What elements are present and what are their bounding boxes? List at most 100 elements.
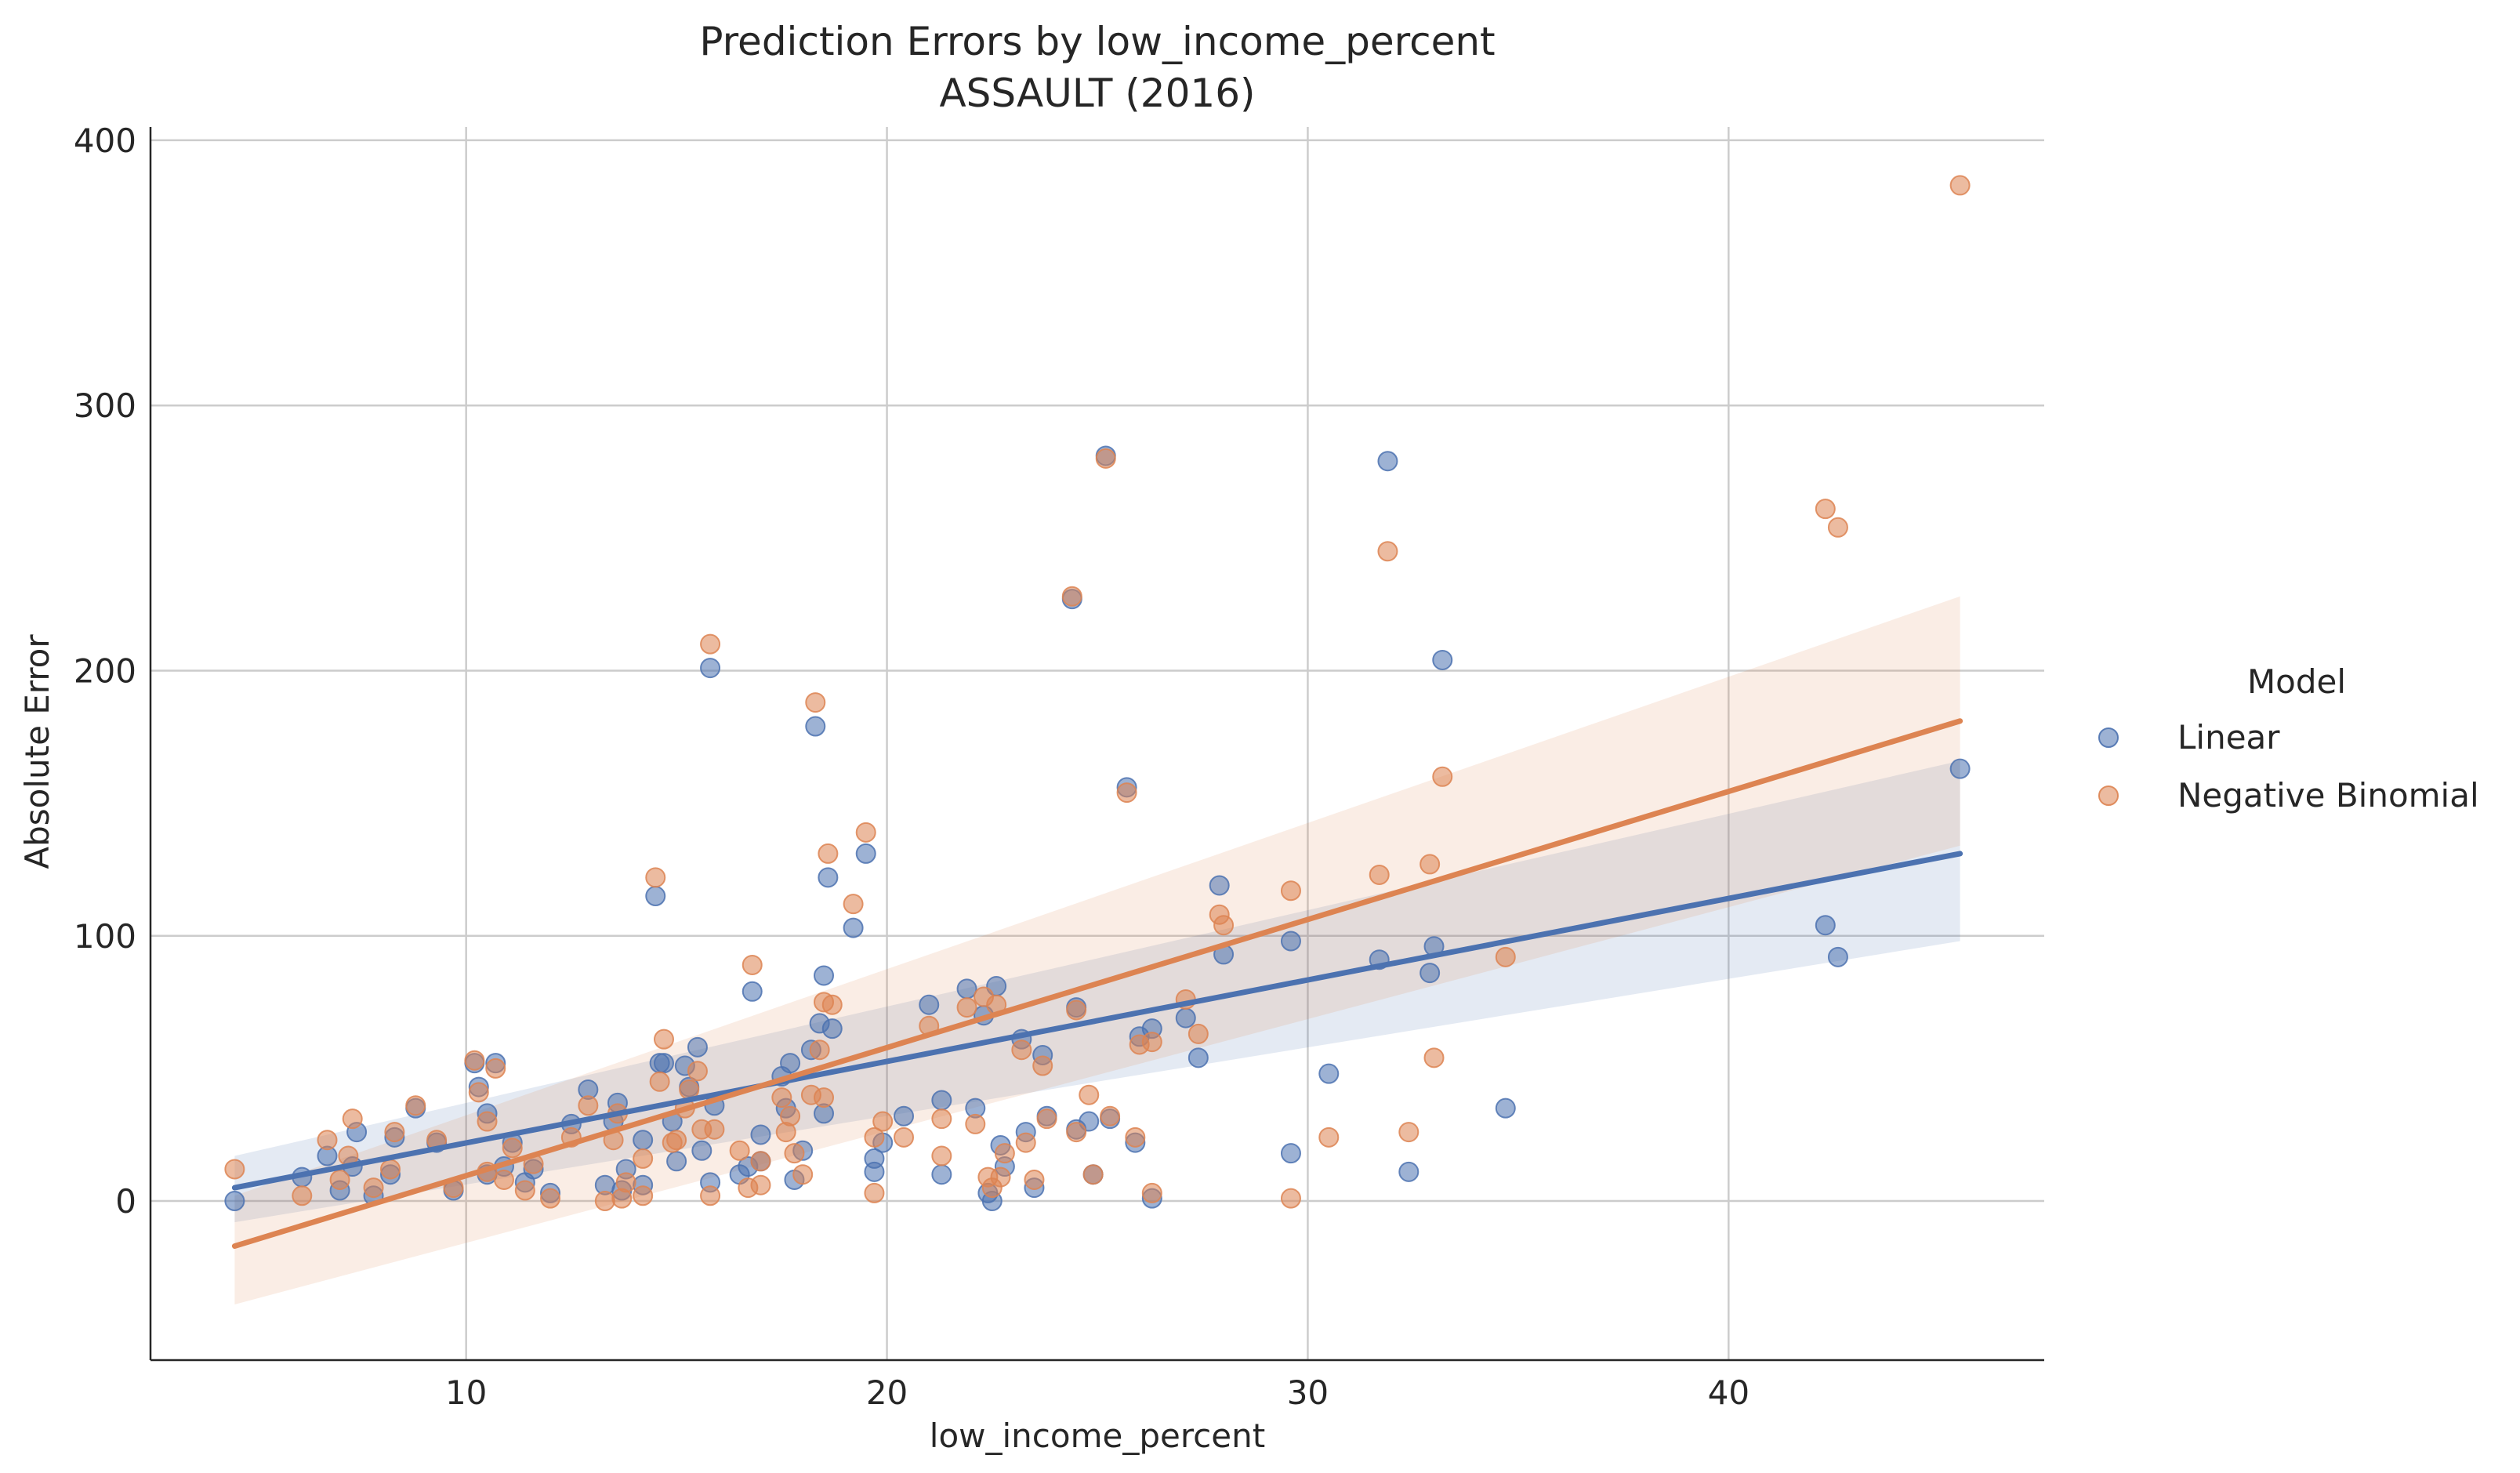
point-linear (814, 965, 835, 986)
point-negative-binomial (615, 1172, 636, 1193)
point-negative-binomial (990, 1166, 1011, 1188)
point-linear (687, 1036, 708, 1058)
point-negative-binomial (1141, 1182, 1162, 1203)
point-negative-binomial (1011, 1039, 1032, 1061)
point-negative-binomial (1280, 1188, 1301, 1209)
axis-spines (149, 127, 2044, 1362)
point-negative-binomial (1032, 1055, 1053, 1076)
point-negative-binomial (384, 1122, 405, 1143)
point-negative-binomial (872, 1111, 894, 1132)
point-linear (1398, 1161, 1420, 1182)
point-negative-binomial (1423, 1047, 1445, 1068)
point-linear (224, 1191, 245, 1212)
point-negative-binomial (1024, 1169, 1045, 1190)
point-negative-binomial (1187, 1023, 1209, 1044)
point-linear (818, 867, 839, 888)
point-negative-binomial (994, 1143, 1015, 1164)
legend-marker-linear (2098, 727, 2119, 748)
point-negative-binomial (1213, 915, 1235, 936)
x-tick-label: 30 (1287, 1373, 1329, 1412)
y-axis-label: Absolute Error (18, 634, 56, 869)
point-negative-binomial (1066, 1122, 1087, 1143)
point-linear (654, 1053, 675, 1074)
point-negative-binomial (792, 1164, 814, 1185)
point-negative-binomial (468, 1082, 489, 1103)
point-negative-binomial (633, 1148, 654, 1169)
regression-line-negative-binomial (231, 718, 1963, 1250)
point-negative-binomial (931, 1108, 952, 1130)
point-negative-binomial (687, 1061, 708, 1082)
point-negative-binomial (1949, 175, 1971, 196)
point-negative-binomial (780, 1105, 801, 1127)
point-negative-binomial (502, 1137, 523, 1159)
point-negative-binomial (645, 867, 666, 888)
point-linear (1815, 915, 1836, 936)
point-linear (741, 981, 763, 1002)
point-negative-binomial (1095, 448, 1116, 469)
point-negative-binomial (1420, 854, 1441, 875)
point-negative-binomial (965, 1113, 986, 1134)
point-negative-binomial (1827, 517, 1848, 538)
point-linear (1280, 1143, 1301, 1164)
point-linear (956, 978, 977, 1000)
x-tick-label: 40 (1708, 1373, 1749, 1412)
point-negative-binomial (493, 1169, 514, 1190)
point-negative-binomial (1141, 1032, 1162, 1053)
y-tick-label: 100 (74, 917, 136, 956)
point-linear (864, 1161, 885, 1182)
x-tick-label: 10 (445, 1373, 487, 1412)
point-linear (750, 1124, 771, 1145)
point-linear (805, 716, 826, 737)
point-negative-binomial (1432, 766, 1453, 787)
point-negative-binomial (1082, 1164, 1104, 1185)
point-negative-binomial (864, 1127, 885, 1148)
point-linear (1432, 649, 1453, 670)
point-negative-binomial (894, 1127, 915, 1148)
point-negative-binomial (1125, 1127, 1146, 1148)
point-linear (894, 1105, 915, 1127)
point-negative-binomial (700, 1185, 721, 1206)
chart-title: Prediction Errors by low_income_percent (699, 19, 1495, 64)
point-negative-binomial (633, 1185, 654, 1206)
point-linear (821, 1018, 843, 1039)
point-linear (780, 1053, 801, 1074)
point-negative-binomial (540, 1188, 561, 1209)
point-linear (1495, 1097, 1516, 1119)
x-axis-label: low_income_percent (930, 1417, 1265, 1455)
point-negative-binomial (750, 1151, 771, 1172)
point-negative-binomial (578, 1095, 599, 1116)
point-negative-binomial (224, 1159, 245, 1180)
point-negative-binomial (784, 1143, 805, 1164)
point-negative-binomial (1495, 946, 1516, 967)
point-linear (843, 917, 864, 938)
point-negative-binomial (1066, 1000, 1087, 1021)
regression-lines (231, 718, 1963, 1250)
y-tick-label: 0 (115, 1182, 136, 1221)
point-linear (1209, 875, 1230, 896)
point-negative-binomial (1377, 541, 1398, 562)
point-negative-binomial (1398, 1122, 1420, 1143)
point-negative-binomial (292, 1185, 313, 1206)
point-negative-binomial (1116, 782, 1137, 804)
point-linear (1420, 963, 1441, 984)
point-negative-binomial (329, 1169, 350, 1190)
point-negative-binomial (1280, 880, 1301, 902)
legend-label-negative-binomial: Negative Binomial (2177, 776, 2479, 815)
legend-title: Model (2247, 662, 2346, 701)
point-linear (700, 658, 721, 679)
point-negative-binomial (649, 1071, 670, 1092)
regression-line-linear (231, 851, 1963, 1191)
point-negative-binomial (380, 1159, 401, 1180)
point-negative-binomial (771, 1087, 792, 1108)
point-negative-binomial (843, 894, 864, 915)
chart-subtitle: ASSAULT (2016) (939, 71, 1255, 116)
point-negative-binomial (405, 1095, 426, 1116)
point-negative-binomial (809, 1039, 830, 1061)
point-negative-binomial (1815, 499, 1836, 520)
legend: Model Linear Negative Binomial (2098, 662, 2479, 815)
point-negative-binomial (317, 1130, 338, 1151)
point-linear (931, 1090, 952, 1111)
point-negative-binomial (1061, 586, 1082, 607)
point-negative-binomial (855, 822, 876, 843)
